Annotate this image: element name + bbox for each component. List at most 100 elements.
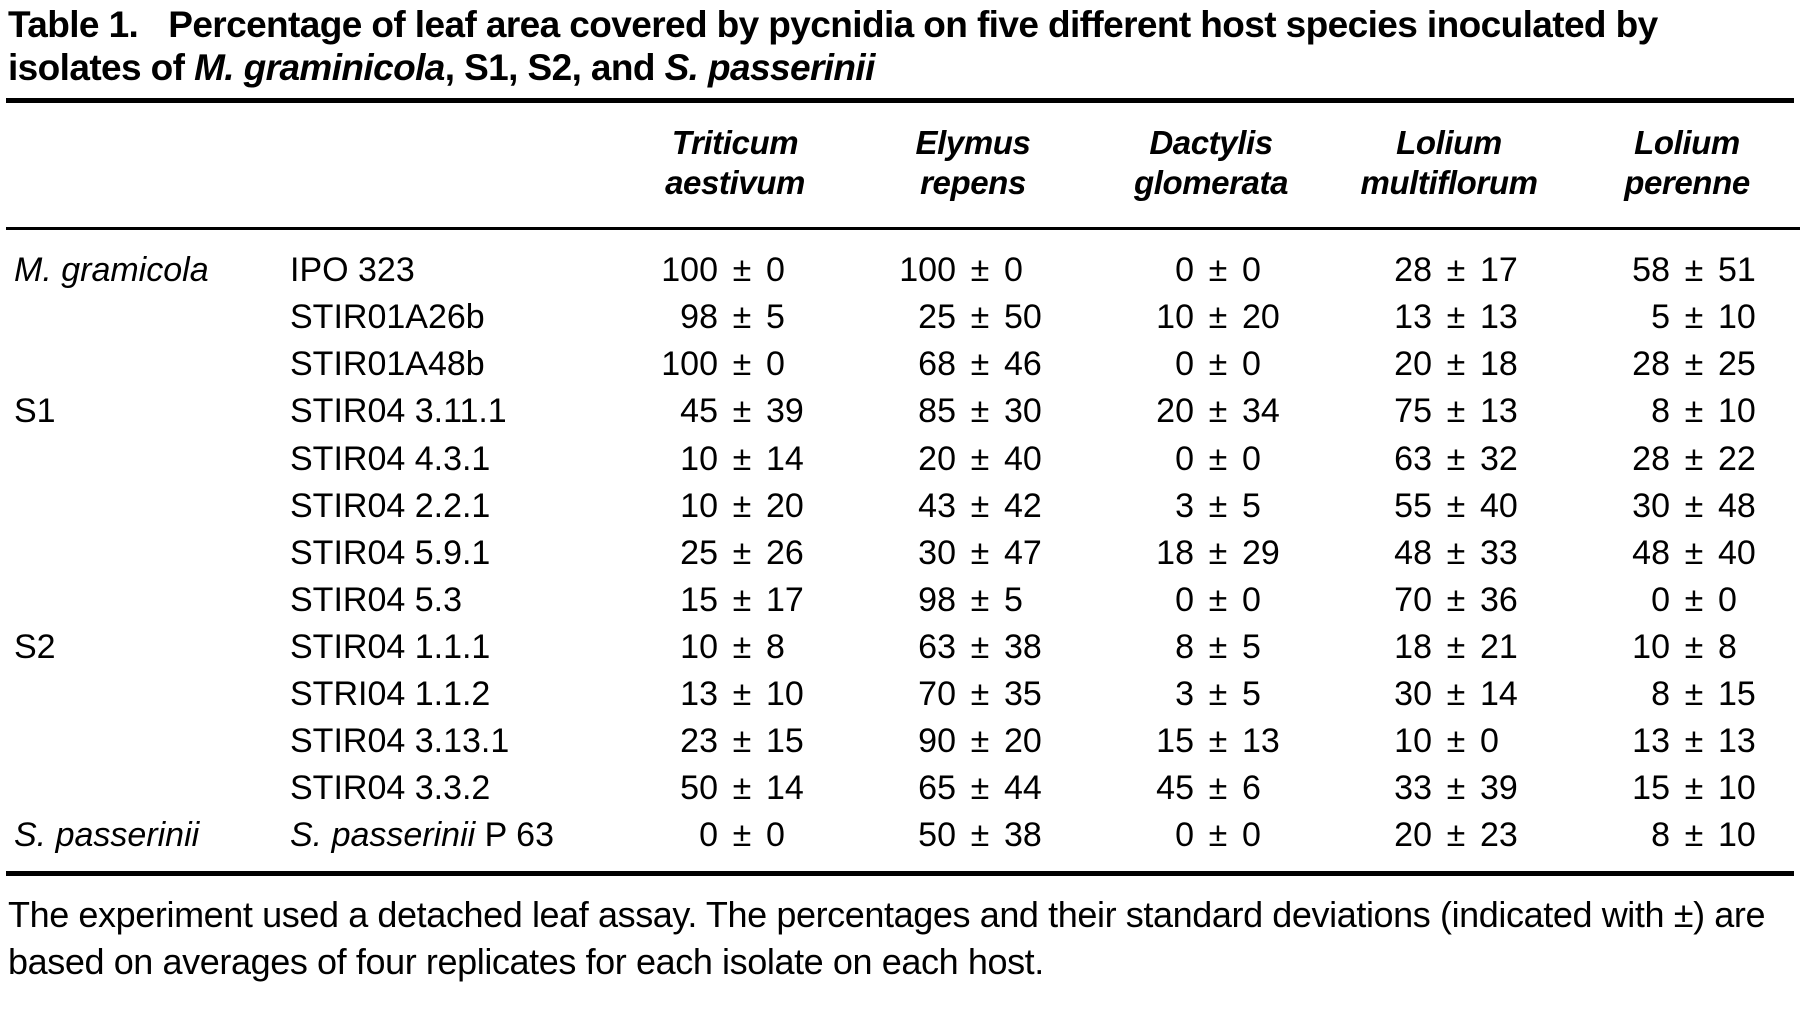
plus-minus-sign: ± xyxy=(732,722,752,761)
isolate-name-segment: STIR04 5.3 xyxy=(290,580,462,619)
mean-value: 10 xyxy=(680,486,718,525)
table-row: STIR01A26b 98 ±5 25 ±50 10 ±20 13 ±13 5 ±10 xyxy=(6,294,1800,341)
value-cell: 0 ±0 xyxy=(616,812,854,871)
std-dev-value: 46 xyxy=(1004,345,1042,384)
mean-value: 100 xyxy=(661,251,718,290)
host-genus: Lolium xyxy=(1634,123,1740,161)
host-genus: Triticum xyxy=(671,123,799,161)
isolate-name: IPO 323 xyxy=(286,229,616,295)
column-header-lolium-perenne: Lolium perenne xyxy=(1568,102,1800,231)
value-cell: 50 ±14 xyxy=(616,765,854,812)
host-genus: Dactylis xyxy=(1149,123,1273,161)
value-cell: 43 ±42 xyxy=(854,483,1092,530)
plus-minus-sign: ± xyxy=(1446,298,1466,337)
plus-minus-sign: ± xyxy=(970,486,990,525)
plus-minus-sign: ± xyxy=(1684,816,1704,855)
value-cell: 8 ±10 xyxy=(1568,388,1800,435)
group-label xyxy=(6,341,286,388)
plus-minus-sign: ± xyxy=(1208,675,1228,714)
table-row: STIR04 5.9.1 25 ±26 30 ±47 18 ±29 48 ±33 48 ±40 xyxy=(6,530,1800,577)
table-row: STIR04 2.2.1 10 ±20 43 ±42 3 ±5 55 ±40 30 ±48 xyxy=(6,483,1800,530)
plus-minus-sign: ± xyxy=(1208,392,1228,431)
plus-minus-sign: ± xyxy=(970,580,990,619)
value-cell: 85 ±30 xyxy=(854,388,1092,435)
value-cell: 23 ±15 xyxy=(616,718,854,765)
std-dev-value: 13 xyxy=(1242,722,1280,761)
plus-minus-sign: ± xyxy=(970,769,990,808)
header-group-spacer xyxy=(6,102,286,231)
rule-below-table xyxy=(6,871,1794,877)
std-dev-value: 26 xyxy=(766,533,804,572)
mean-value: 23 xyxy=(680,722,718,761)
plus-minus-sign: ± xyxy=(970,439,990,478)
plus-minus-sign: ± xyxy=(1684,486,1704,525)
std-dev-value: 44 xyxy=(1004,769,1042,808)
plus-minus-sign: ± xyxy=(1684,251,1704,290)
std-dev-value: 5 xyxy=(766,298,785,337)
group-label xyxy=(6,436,286,483)
std-dev-value: 0 xyxy=(766,251,785,290)
isolate-name-segment: STIR04 4.3.1 xyxy=(290,439,491,478)
value-cell: 18 ±29 xyxy=(1092,530,1330,577)
isolate-name: S. passerinii P 63 xyxy=(286,812,616,871)
value-cell: 0 ±0 xyxy=(1092,341,1330,388)
value-cell: 100 ±0 xyxy=(854,229,1092,295)
mean-value: 48 xyxy=(1632,533,1670,572)
table-footnote: The experiment used a detached leaf assa… xyxy=(8,894,1766,983)
std-dev-value: 17 xyxy=(766,580,804,619)
isolate-name: STIR04 4.3.1 xyxy=(286,436,616,483)
host-genus: Elymus xyxy=(915,123,1031,161)
mean-value: 20 xyxy=(1394,816,1432,855)
value-cell: 50 ±38 xyxy=(854,812,1092,871)
value-cell: 55 ±40 xyxy=(1330,483,1568,530)
table-caption: Percentage of leaf area covered by pycni… xyxy=(8,4,1658,88)
mean-value: 25 xyxy=(680,533,718,572)
value-cell: 30 ±47 xyxy=(854,530,1092,577)
mean-value: 15 xyxy=(680,580,718,619)
table-row: STIR04 5.3 15 ±17 98 ±5 0 ±0 70 ±36 0 ±0 xyxy=(6,577,1800,624)
std-dev-value: 8 xyxy=(1718,627,1737,666)
mean-value: 20 xyxy=(1394,345,1432,384)
isolate-name-segment: STIR04 3.13.1 xyxy=(290,722,510,761)
std-dev-value: 30 xyxy=(1004,392,1042,431)
value-cell: 10 ±14 xyxy=(616,436,854,483)
table-row: M. gramicola IPO 323 100 ±0 100 ±0 0 ±0 28 ±17 58 ±… xyxy=(6,229,1800,295)
std-dev-value: 42 xyxy=(1004,486,1042,525)
mean-value: 0 xyxy=(1175,251,1194,290)
isolate-name-segment: STIR01A26b xyxy=(290,298,485,337)
plus-minus-sign: ± xyxy=(732,345,752,384)
std-dev-value: 17 xyxy=(1480,251,1518,290)
plus-minus-sign: ± xyxy=(970,816,990,855)
mean-value: 30 xyxy=(1632,486,1670,525)
std-dev-value: 29 xyxy=(1242,533,1280,572)
plus-minus-sign: ± xyxy=(1684,580,1704,619)
std-dev-value: 13 xyxy=(1718,722,1756,761)
mean-value: 63 xyxy=(918,627,956,666)
mean-value: 8 xyxy=(1651,392,1670,431)
mean-value: 20 xyxy=(1156,392,1194,431)
table-row: STIR04 3.3.2 50 ±14 65 ±44 45 ±6 33 ±39 15 ±10 xyxy=(6,765,1800,812)
std-dev-value: 35 xyxy=(1004,675,1042,714)
table-header: Triticum aestivum Elymus repens Dactylis glom… xyxy=(6,102,1800,231)
isolate-name: STIR01A48b xyxy=(286,341,616,388)
std-dev-value: 0 xyxy=(1242,345,1261,384)
std-dev-value: 0 xyxy=(1004,251,1023,290)
isolate-name-segment: STIR01A48b xyxy=(290,345,485,384)
mean-value: 8 xyxy=(1651,675,1670,714)
isolate-name-segment: P 63 xyxy=(475,816,554,855)
column-header-lolium-multiflorum: Lolium multiflorum xyxy=(1330,102,1568,231)
std-dev-value: 5 xyxy=(1004,580,1023,619)
value-cell: 100 ±0 xyxy=(616,341,854,388)
mean-value: 15 xyxy=(1156,722,1194,761)
isolate-name-segment: STIR04 1.1.1 xyxy=(290,627,491,666)
mean-value: 0 xyxy=(1175,580,1194,619)
isolate-name: STIR04 1.1.1 xyxy=(286,624,616,671)
mean-value: 3 xyxy=(1175,675,1194,714)
std-dev-value: 32 xyxy=(1480,439,1518,478)
std-dev-value: 40 xyxy=(1004,439,1042,478)
std-dev-value: 0 xyxy=(1242,251,1261,290)
mean-value: 33 xyxy=(1394,769,1432,808)
mean-value: 48 xyxy=(1394,533,1432,572)
plus-minus-sign: ± xyxy=(732,533,752,572)
value-cell: 8 ±5 xyxy=(1092,624,1330,671)
